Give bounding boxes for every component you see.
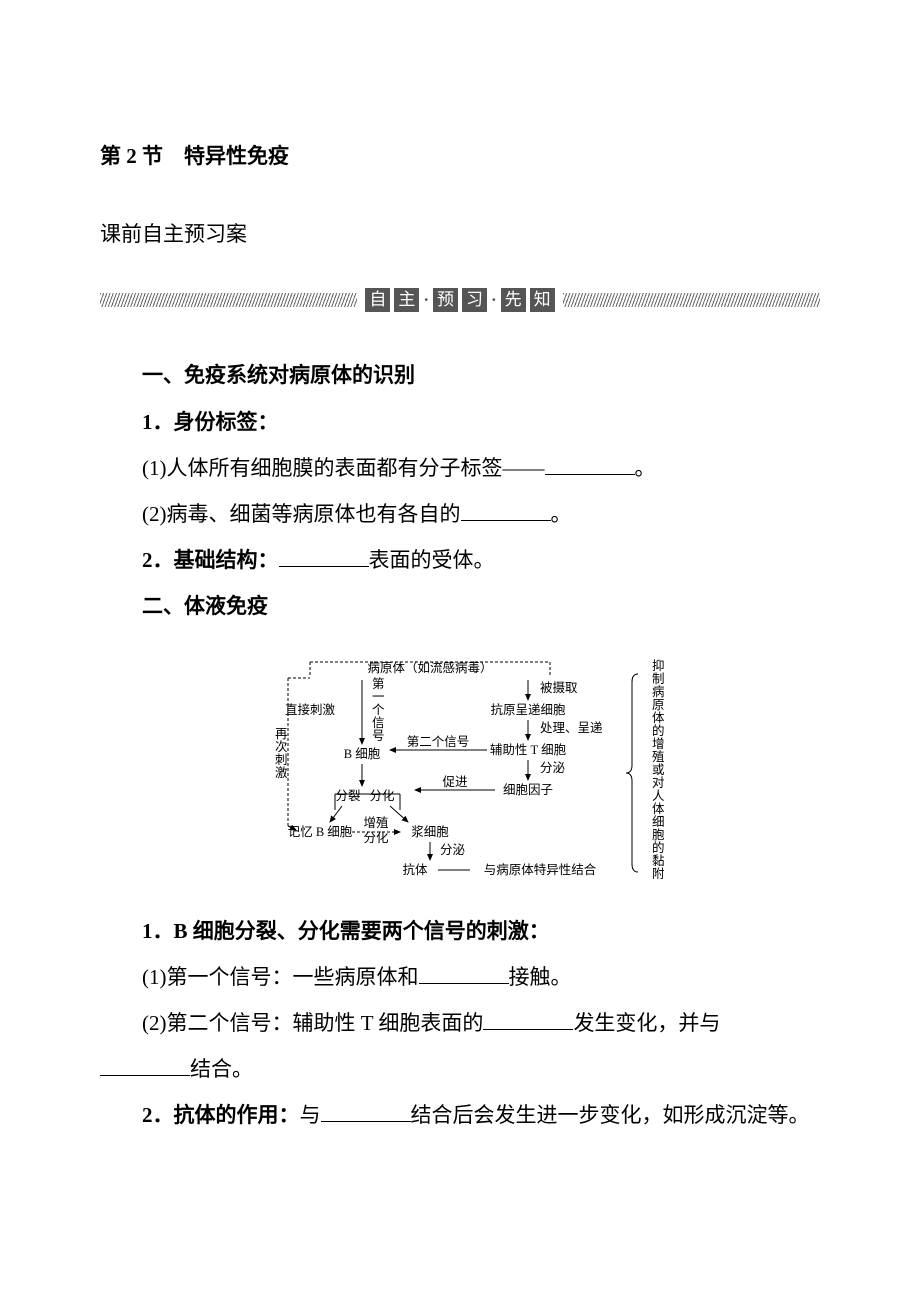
svg-text:与病原体特异性结合: 与病原体特异性结合 (484, 862, 597, 877)
blank-3[interactable] (279, 545, 369, 567)
banner-box-d: 习 (462, 288, 487, 312)
s1-p3: (2)病毒、细菌等病原体也有各自的。 (100, 491, 820, 537)
banner-boxes: 自 主 · 预 习 · 先 知 (365, 288, 554, 312)
banner-box-b: 主 (394, 288, 419, 312)
preview-subtitle: 课前自主预习案 (100, 218, 820, 248)
blank-2[interactable] (461, 499, 551, 521)
blank-5[interactable] (483, 1008, 573, 1030)
s1-p1: 1．身份标签： (100, 399, 820, 445)
svg-text:第一个信号: 第一个信号 (372, 677, 385, 743)
s2-p1: 1．B 细胞分裂、分化需要两个信号的刺激： (100, 908, 820, 954)
hatch-left (100, 293, 357, 307)
heading-2: 二、体液免疫 (100, 583, 820, 629)
banner: 自 主 · 预 习 · 先 知 (100, 288, 820, 312)
svg-text:记忆 B 细胞: 记忆 B 细胞 (288, 824, 353, 839)
svg-text:分化: 分化 (369, 789, 395, 803)
svg-text:抗原呈递细胞: 抗原呈递细胞 (490, 702, 566, 717)
banner-box-f: 知 (530, 288, 555, 312)
blank-6[interactable] (100, 1054, 190, 1076)
s1-p4: 2．基础结构：表面的受体。 (100, 537, 820, 583)
svg-text:处理、呈递: 处理、呈递 (540, 721, 603, 735)
immunity-diagram: 病原体（如流感病毒）被摄取抗原呈递细胞处理、呈递辅助性 T 细胞分泌细胞因子直接… (100, 654, 820, 884)
heading-1: 一、免疫系统对病原体的识别 (100, 352, 820, 398)
svg-text:浆细胞: 浆细胞 (411, 824, 449, 839)
svg-text:抑制病原体的增殖或对人体细胞的黏附: 抑制病原体的增殖或对人体细胞的黏附 (652, 658, 665, 881)
blank-1[interactable] (545, 453, 635, 475)
svg-text:促进: 促进 (442, 775, 468, 789)
s2-p3c: 结合。 (100, 1046, 820, 1092)
s2-p3: (2)第二个信号：辅助性 T 细胞表面的发生变化，并与 (100, 1000, 820, 1046)
svg-text:分裂: 分裂 (335, 789, 360, 803)
banner-box-c: 预 (433, 288, 458, 312)
svg-text:分泌: 分泌 (540, 761, 566, 775)
banner-box-a: 自 (365, 288, 390, 312)
svg-text:增殖: 增殖 (363, 815, 388, 830)
svg-text:B 细胞: B 细胞 (344, 747, 381, 761)
svg-text:被摄取: 被摄取 (540, 680, 578, 695)
svg-text:辅助性 T 细胞: 辅助性 T 细胞 (490, 743, 567, 757)
s1-p2: (1)人体所有细胞膜的表面都有分子标签——。 (100, 445, 820, 491)
blank-4[interactable] (419, 962, 509, 984)
banner-dot-2: · (491, 290, 497, 310)
svg-text:直接刺激: 直接刺激 (285, 702, 336, 717)
s2-p2: (1)第一个信号：一些病原体和接触。 (100, 954, 820, 1000)
banner-box-e: 先 (501, 288, 526, 312)
svg-text:第二个信号: 第二个信号 (407, 735, 470, 749)
blank-7[interactable] (321, 1100, 411, 1122)
svg-text:分泌: 分泌 (440, 843, 466, 857)
section-title: 第 2 节 特异性免疫 (100, 140, 820, 170)
svg-text:细胞因子: 细胞因子 (503, 783, 553, 797)
banner-dot-1: · (423, 290, 429, 310)
s2-p4: 2．抗体的作用：与结合后会发生进一步变化，如形成沉淀等。 (100, 1092, 820, 1138)
svg-text:再次刺激: 再次刺激 (275, 727, 288, 780)
hatch-right (563, 293, 820, 307)
svg-text:分化: 分化 (363, 831, 389, 845)
svg-text:抗体: 抗体 (402, 862, 428, 877)
